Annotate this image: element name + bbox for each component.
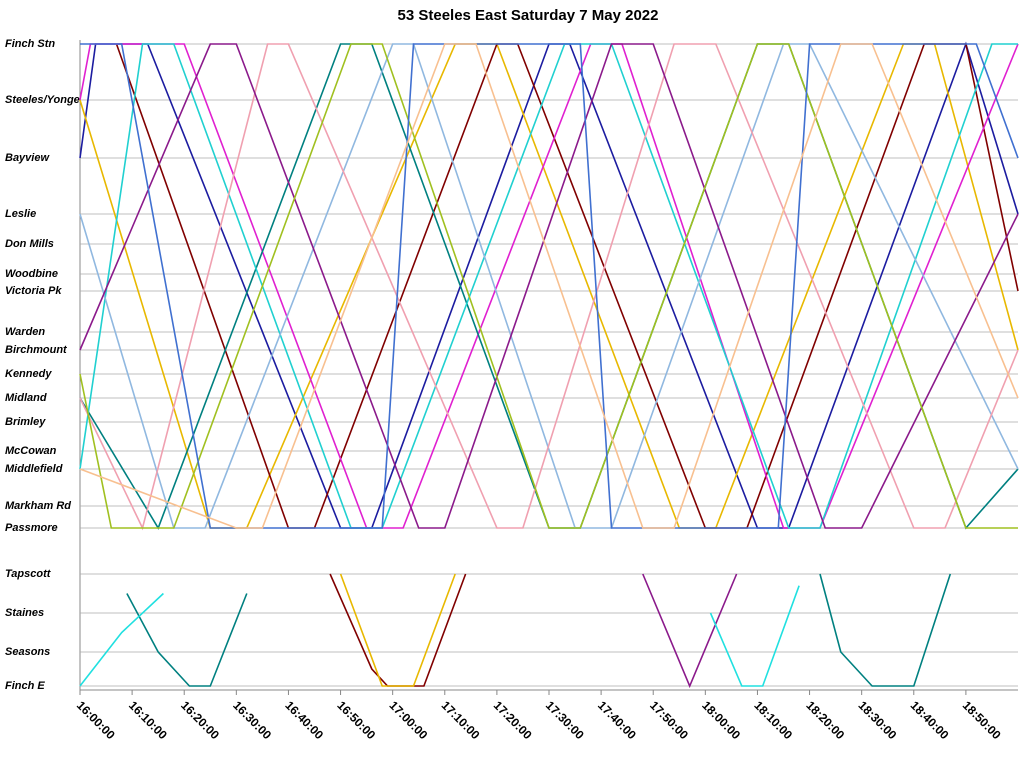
x-tick-label: 17:50:00 <box>647 698 691 742</box>
trip-line <box>709 585 800 687</box>
trip-line <box>79 43 1019 529</box>
stop-label: Victoria Pk <box>5 285 62 297</box>
stop-label: Steeles/Yonge <box>5 94 80 106</box>
stop-label: Midland <box>5 392 47 404</box>
stop-label: Staines <box>5 607 44 619</box>
trip-line <box>339 573 456 687</box>
x-tick-label: 18:00:00 <box>699 698 743 742</box>
x-tick-label: 16:30:00 <box>230 698 274 742</box>
x-tick-label: 17:30:00 <box>543 698 587 742</box>
x-tick-label: 16:50:00 <box>334 698 378 742</box>
stop-label: McCowan <box>5 445 57 457</box>
x-tick-label: 16:00:00 <box>74 698 118 742</box>
x-tick-label: 18:50:00 <box>960 698 1004 742</box>
stop-label: Finch Stn <box>5 38 55 50</box>
stop-label: Brimley <box>5 416 46 428</box>
trip-line <box>79 43 1019 529</box>
stop-label: Warden <box>5 326 45 338</box>
trip-line <box>79 43 1019 531</box>
stop-label: Leslie <box>5 208 36 220</box>
x-tick-label: 18:30:00 <box>856 698 900 742</box>
stop-label: Tapscott <box>5 568 52 580</box>
stop-label: Don Mills <box>5 238 54 250</box>
trip-line <box>79 592 164 687</box>
trip-line <box>79 43 1019 529</box>
trip-line <box>819 573 952 687</box>
x-tick-label: 17:00:00 <box>387 698 431 742</box>
stop-label: Markham Rd <box>5 500 71 512</box>
trip-line <box>329 573 467 687</box>
x-tick-label: 17:10:00 <box>439 698 483 742</box>
chart-title: 53 Steeles East Saturday 7 May 2022 <box>398 7 659 24</box>
x-tick-label: 16:20:00 <box>178 698 222 742</box>
trip-line <box>79 43 1018 529</box>
trip-line <box>126 593 248 687</box>
stop-label: Woodbine <box>5 268 58 280</box>
stop-label: Finch E <box>5 680 45 692</box>
x-tick-label: 17:40:00 <box>595 698 639 742</box>
trip-line <box>642 573 738 689</box>
stop-label: Passmore <box>5 522 58 534</box>
x-tick-label: 18:10:00 <box>751 698 795 742</box>
trip-line <box>115 43 1019 529</box>
stop-label: Middlefield <box>5 463 63 475</box>
x-tick-label: 16:10:00 <box>126 698 170 742</box>
x-tick-label: 18:40:00 <box>908 698 952 742</box>
stop-label: Bayview <box>5 152 50 164</box>
x-tick-label: 17:20:00 <box>491 698 535 742</box>
x-tick-label: 18:20:00 <box>803 698 847 742</box>
stop-label: Kennedy <box>5 368 52 380</box>
x-tick-label: 16:40:00 <box>282 698 326 742</box>
stop-label: Seasons <box>5 646 50 658</box>
stop-label: Birchmount <box>5 344 68 356</box>
